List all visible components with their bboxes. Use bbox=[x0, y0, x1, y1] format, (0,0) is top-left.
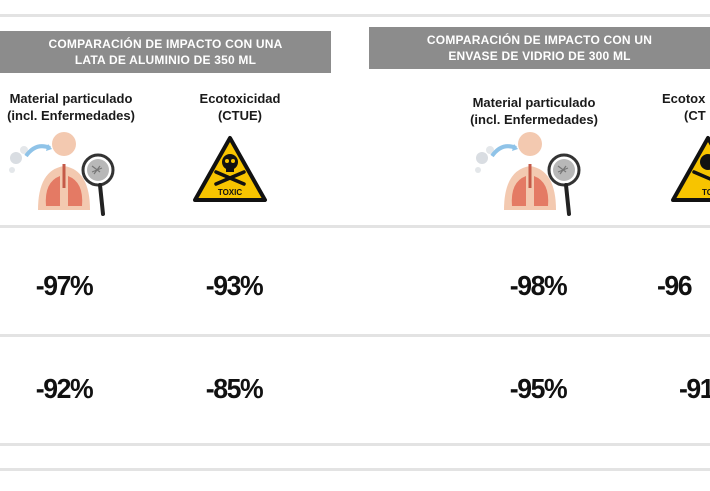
column-header-particulate-2: Material particulado (incl. Enfermedades… bbox=[462, 94, 606, 128]
column-header-ecotox-1: Ecotoxicidad (CTUE) bbox=[180, 90, 300, 124]
value-row-1-ecotox-glass: -96 bbox=[657, 270, 693, 301]
value-row-2-ecotox-glass: -91 bbox=[679, 373, 710, 404]
rule-bottom bbox=[0, 468, 710, 471]
banner-glass-bottle: COMPARACIÓN DE IMPACTO CON UN ENVASE DE … bbox=[369, 27, 710, 69]
column-header-particulate-1: Material particulado (incl. Enfermedades… bbox=[0, 90, 142, 124]
column-header-line-1: Ecotoxicidad bbox=[199, 91, 281, 106]
rule-top bbox=[0, 14, 710, 17]
column-header-line-2: (incl. Enfermedades) bbox=[7, 108, 135, 123]
svg-text:TO: TO bbox=[702, 188, 710, 197]
column-header-ecotox-2: Ecotox (CT bbox=[662, 90, 710, 124]
banner-line-2: ENVASE DE VIDRIO DE 300 ML bbox=[448, 49, 631, 63]
banner-line-2: LATA DE ALUMINIO DE 350 ML bbox=[74, 53, 257, 67]
value-row-2-ecotox-can: -85% bbox=[205, 373, 264, 404]
value-row-2-particulate-can: -92% bbox=[35, 373, 94, 404]
value-row-1-particulate-can: -97% bbox=[35, 270, 94, 301]
column-header-line-2: (CT bbox=[684, 108, 706, 123]
value-row-1-particulate-glass: -98% bbox=[509, 270, 568, 301]
column-header-line-1: Material particulado bbox=[472, 95, 596, 110]
value-row-2-particulate-glass: -95% bbox=[509, 373, 568, 404]
banner-line-1: COMPARACIÓN DE IMPACTO CON UN bbox=[426, 33, 653, 47]
toxic-warning-icon: TOXIC bbox=[193, 136, 267, 202]
lungs-magnifier-icon bbox=[9, 132, 115, 216]
rule-row-1-bottom bbox=[0, 334, 710, 337]
toxic-warning-icon: TO bbox=[671, 136, 710, 202]
lungs-magnifier-icon bbox=[475, 132, 581, 216]
rule-header-bottom bbox=[0, 225, 710, 228]
column-header-line-1: Ecotox bbox=[662, 91, 706, 106]
column-header-line-2: (incl. Enfermedades) bbox=[470, 112, 598, 127]
banner-line-1: COMPARACIÓN DE IMPACTO CON UNA bbox=[48, 37, 283, 51]
value-row-1-ecotox-can: -93% bbox=[205, 270, 264, 301]
column-header-line-2: (CTUE) bbox=[217, 108, 263, 123]
banner-aluminium-can: COMPARACIÓN DE IMPACTO CON UNA LATA DE A… bbox=[0, 31, 331, 73]
column-header-line-1: Material particulado bbox=[9, 91, 133, 106]
rule-row-2-bottom bbox=[0, 443, 710, 446]
toxic-label: TOXIC bbox=[218, 188, 243, 197]
